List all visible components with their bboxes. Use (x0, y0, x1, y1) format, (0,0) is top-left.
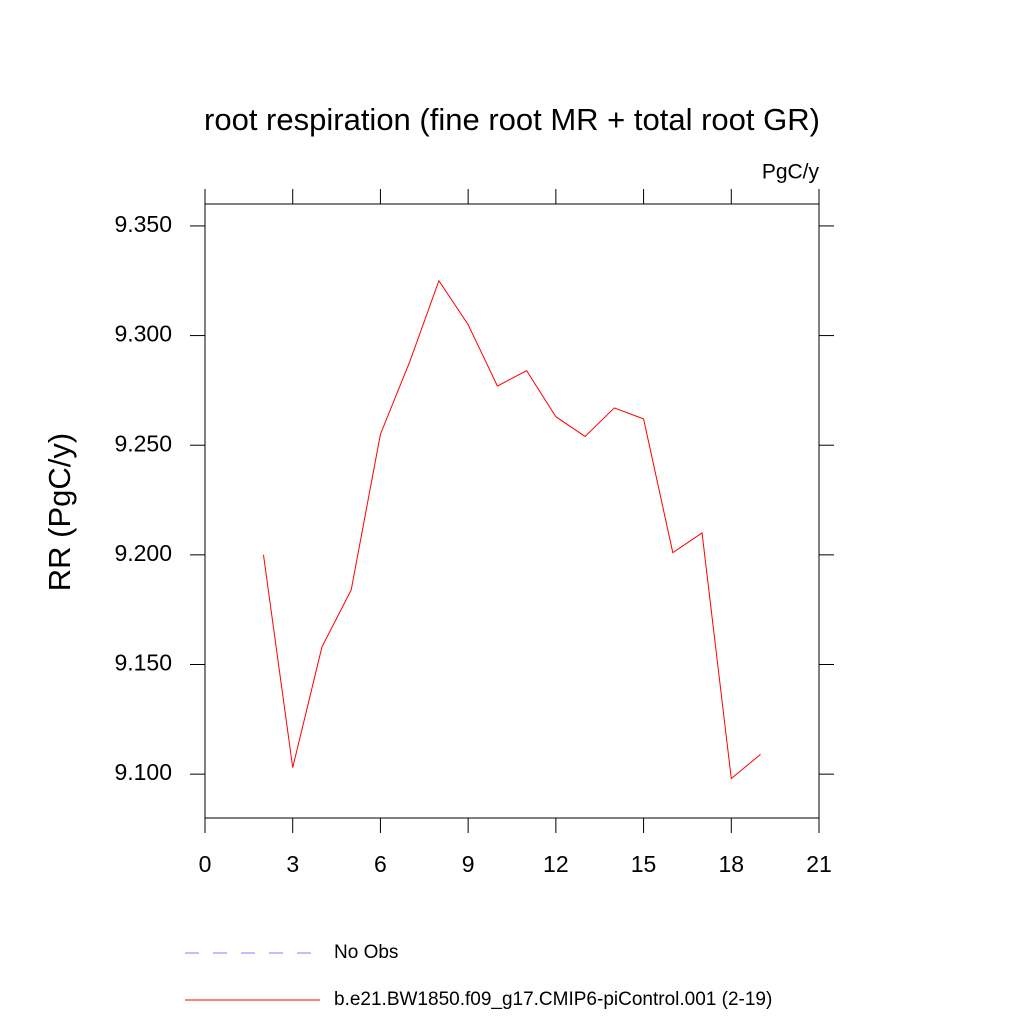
y-tick-label: 9.300 (114, 321, 172, 347)
plot-frame (204, 203, 820, 819)
x-tick-label: 21 (806, 851, 832, 877)
legend-label: No Obs (334, 942, 398, 963)
x-tick-label: 9 (462, 851, 475, 877)
legend-label: b.e21.BW1850.f09_g17.CMIP6-piControl.001… (334, 989, 772, 1010)
data-line (262, 279, 761, 780)
x-tick-label: 0 (199, 851, 212, 877)
units-label: PgC/y (762, 161, 820, 184)
x-tick-label: 12 (543, 851, 569, 877)
y-tick-label: 9.150 (114, 650, 172, 676)
x-tick-label: 3 (286, 851, 299, 877)
y-tick-label: 9.250 (114, 430, 172, 456)
y-tick-label: 9.100 (114, 759, 172, 785)
x-tick-label: 6 (374, 851, 387, 877)
y-tick-label: 9.350 (114, 211, 172, 237)
x-tick-label: 18 (718, 851, 744, 877)
y-axis-label: RR (PgC/y) (42, 433, 77, 591)
x-tick-label: 15 (631, 851, 657, 877)
y-tick-label: 9.200 (114, 540, 172, 566)
chart-title: root respiration (fine root MR + total r… (204, 102, 820, 137)
